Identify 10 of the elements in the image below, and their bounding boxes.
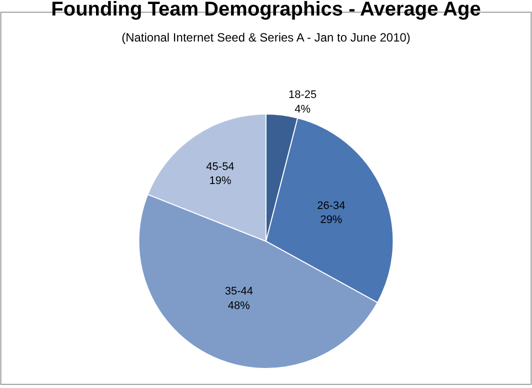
slice-label: 26-34 — [317, 200, 346, 212]
slice-label: 35-44 — [224, 286, 253, 298]
chart-title: Founding Team Demographics - Average Age — [51, 0, 481, 21]
data-label: 48% — [228, 300, 250, 312]
slice-label: 45-54 — [206, 160, 234, 173]
data-label: 29% — [320, 214, 342, 226]
data-label: 19% — [209, 175, 232, 188]
data-label: 4% — [294, 103, 311, 116]
slice-label: 18-25 — [288, 88, 317, 101]
chart-subtitle: (National Internet Seed & Series A - Jan to June 2010) — [122, 30, 410, 45]
